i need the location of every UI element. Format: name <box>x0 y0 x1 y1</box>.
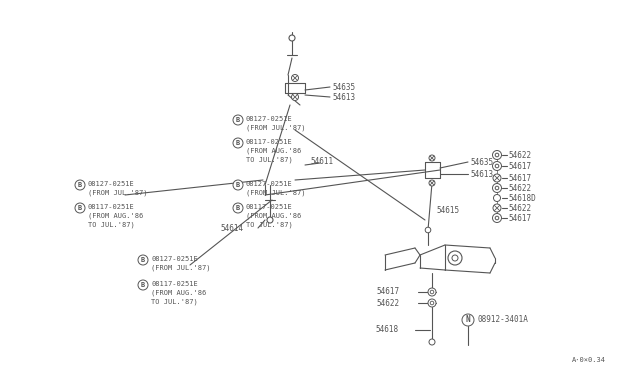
Circle shape <box>495 216 499 220</box>
Text: TO JUL.'87): TO JUL.'87) <box>151 299 198 305</box>
Text: B: B <box>236 182 240 188</box>
Text: 54622: 54622 <box>508 183 531 192</box>
Text: 54613: 54613 <box>332 93 355 102</box>
Circle shape <box>428 288 436 296</box>
Text: (FROM JUL.'87): (FROM JUL.'87) <box>246 190 305 196</box>
Text: B: B <box>236 117 240 123</box>
Circle shape <box>267 217 273 223</box>
Text: (FROM AUG.'86: (FROM AUG.'86 <box>151 290 206 296</box>
Text: TO JUL.'87): TO JUL.'87) <box>246 222 292 228</box>
Circle shape <box>233 203 243 213</box>
Text: 54618D: 54618D <box>508 193 536 202</box>
Circle shape <box>429 180 435 186</box>
Text: 54613: 54613 <box>470 170 493 179</box>
Text: B: B <box>141 257 145 263</box>
Text: 08117-0251E: 08117-0251E <box>246 139 292 145</box>
Text: 54617: 54617 <box>508 214 531 222</box>
Circle shape <box>448 251 462 265</box>
Text: (FROM JUL.'87): (FROM JUL.'87) <box>88 190 147 196</box>
Text: B: B <box>236 140 240 146</box>
Text: TO JUL.'87): TO JUL.'87) <box>246 157 292 163</box>
Text: 54622: 54622 <box>508 151 531 160</box>
Text: B: B <box>78 205 82 211</box>
Circle shape <box>75 180 85 190</box>
Text: TO JUL.'87): TO JUL.'87) <box>88 222 135 228</box>
Text: 54618: 54618 <box>375 326 398 334</box>
Circle shape <box>233 115 243 125</box>
Circle shape <box>138 280 148 290</box>
Circle shape <box>138 255 148 265</box>
Circle shape <box>462 314 474 326</box>
Text: 54617: 54617 <box>508 173 531 183</box>
Text: 08127-0251E: 08127-0251E <box>246 181 292 187</box>
Circle shape <box>493 161 502 170</box>
Circle shape <box>233 180 243 190</box>
Text: 54622: 54622 <box>377 298 400 308</box>
Text: (FROM AUG.'86: (FROM AUG.'86 <box>246 148 301 154</box>
Circle shape <box>430 301 434 305</box>
Circle shape <box>429 339 435 345</box>
Text: 54614: 54614 <box>220 224 243 232</box>
Circle shape <box>75 203 85 213</box>
Circle shape <box>493 151 502 160</box>
Circle shape <box>289 35 295 41</box>
Text: 08117-0251E: 08117-0251E <box>246 204 292 210</box>
Circle shape <box>495 164 499 168</box>
Text: 54617: 54617 <box>377 288 400 296</box>
Circle shape <box>495 153 499 157</box>
Circle shape <box>428 299 436 307</box>
Circle shape <box>493 183 502 192</box>
Circle shape <box>493 204 501 212</box>
Text: 54617: 54617 <box>508 161 531 170</box>
Circle shape <box>291 74 298 81</box>
Text: (FROM AUG.'86: (FROM AUG.'86 <box>88 213 143 219</box>
Text: B: B <box>236 205 240 211</box>
Circle shape <box>425 227 431 233</box>
Circle shape <box>233 138 243 148</box>
Circle shape <box>291 93 298 100</box>
Text: 54615: 54615 <box>436 205 459 215</box>
Text: 54635: 54635 <box>332 83 355 92</box>
Text: 54635: 54635 <box>470 157 493 167</box>
Text: (FROM AUG.'86: (FROM AUG.'86 <box>246 213 301 219</box>
Circle shape <box>495 186 499 190</box>
Text: B: B <box>78 182 82 188</box>
Text: 08127-0251E: 08127-0251E <box>88 181 135 187</box>
Text: 08127-0251E: 08127-0251E <box>246 116 292 122</box>
Circle shape <box>430 290 434 294</box>
Text: 08127-0251E: 08127-0251E <box>151 256 198 262</box>
Circle shape <box>493 174 501 182</box>
Text: N: N <box>466 315 470 324</box>
Circle shape <box>493 214 502 222</box>
Text: A·0×0.34: A·0×0.34 <box>572 357 606 363</box>
Text: B: B <box>141 282 145 288</box>
Circle shape <box>452 255 458 261</box>
Circle shape <box>493 195 500 202</box>
Text: 08912-3401A: 08912-3401A <box>478 315 529 324</box>
Text: 08117-0251E: 08117-0251E <box>151 281 198 287</box>
Text: (FROM JUL.'87): (FROM JUL.'87) <box>246 125 305 131</box>
Text: 08117-0251E: 08117-0251E <box>88 204 135 210</box>
Circle shape <box>429 155 435 161</box>
Text: 54622: 54622 <box>508 203 531 212</box>
Text: 54611: 54611 <box>310 157 333 166</box>
Text: (FROM JUL.'87): (FROM JUL.'87) <box>151 265 211 271</box>
